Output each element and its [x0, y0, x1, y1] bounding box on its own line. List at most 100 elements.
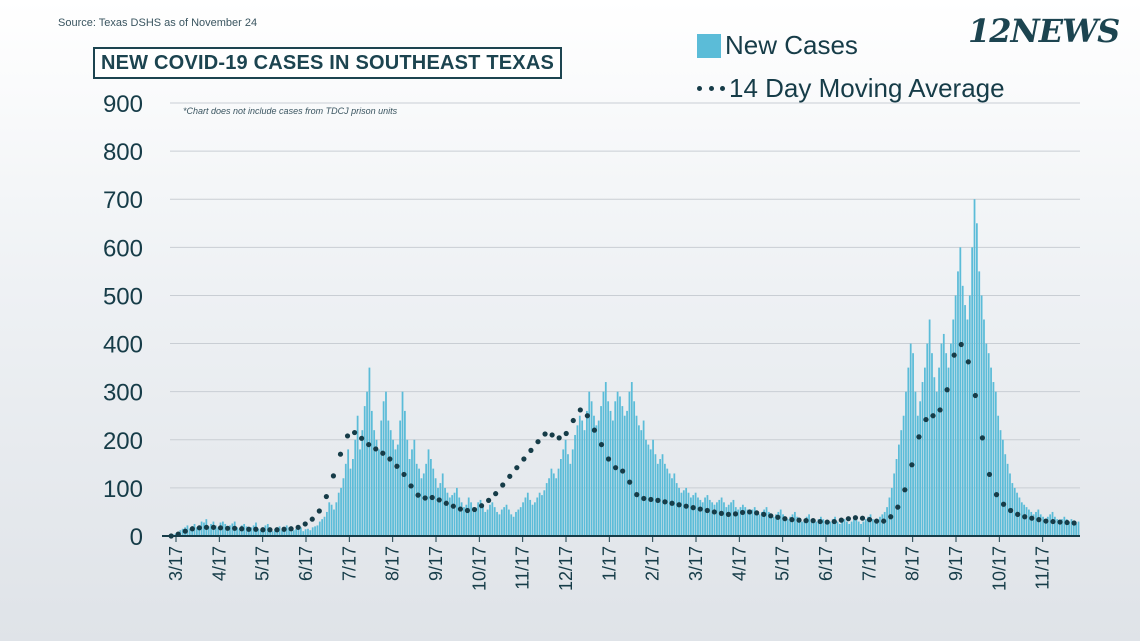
case-bar [574, 434, 576, 536]
case-bar [196, 527, 198, 536]
case-bar [848, 523, 851, 536]
case-bar [940, 343, 943, 536]
bar-layer [170, 199, 1080, 536]
case-bar [564, 439, 567, 536]
moving-average-point [648, 496, 654, 503]
case-bar [300, 527, 302, 536]
case-bar [990, 367, 992, 536]
case-bar [600, 406, 602, 536]
y-tick-label: 900 [103, 91, 143, 118]
case-bar [243, 523, 246, 536]
case-bar [333, 509, 335, 536]
case-bar [394, 449, 397, 536]
case-bar [902, 415, 905, 536]
case-bar [491, 502, 494, 536]
case-bar [997, 415, 1000, 536]
moving-average-point [309, 516, 315, 522]
case-bar [838, 523, 841, 536]
case-bar [1039, 514, 1042, 536]
case-bar [801, 521, 803, 536]
moving-average-point [232, 525, 238, 531]
legend-item-new-cases: New Cases [697, 30, 858, 61]
news-logo: 12NEWS [968, 12, 1120, 50]
case-bar [680, 492, 683, 536]
moving-average-point [690, 505, 696, 511]
case-bar [853, 519, 855, 536]
x-tick-label: 12/17 [556, 546, 576, 591]
case-bar [671, 478, 673, 536]
case-bar [926, 343, 929, 536]
x-tick-label: 3/17 [686, 546, 706, 581]
case-bar [210, 523, 212, 536]
case-bar [344, 463, 347, 536]
case-bar [945, 353, 948, 536]
case-bar [907, 367, 910, 536]
x-tick-label: 10/17 [989, 546, 1009, 591]
moving-average-point [916, 434, 922, 440]
case-bar [1020, 502, 1023, 536]
case-bar [415, 463, 418, 536]
y-tick-label: 500 [103, 283, 143, 310]
moving-average-point [493, 491, 499, 497]
case-bar [1002, 439, 1004, 536]
case-bar [352, 459, 354, 536]
case-bar [616, 391, 619, 536]
case-bar [427, 449, 430, 536]
case-bar [704, 497, 706, 536]
case-bar [822, 519, 825, 536]
case-bar [595, 425, 598, 536]
case-bar [250, 527, 253, 536]
case-bar [1035, 511, 1037, 536]
case-bar [1009, 473, 1011, 536]
case-bar [862, 521, 865, 536]
moving-average-point [556, 435, 562, 441]
case-bar [378, 449, 380, 536]
case-bar [682, 490, 685, 536]
case-bar [876, 519, 879, 536]
moving-average-point [528, 447, 534, 453]
case-bar [626, 410, 628, 536]
legend-dots-swatch [697, 77, 725, 101]
case-bar [1077, 521, 1080, 536]
case-bar [342, 478, 345, 536]
case-bar [1044, 519, 1047, 536]
moving-average-point [380, 450, 386, 456]
case-bar [271, 531, 274, 536]
case-bar [463, 507, 465, 536]
moving-average-point [450, 503, 456, 509]
case-bar [985, 343, 988, 536]
case-bar [855, 516, 858, 536]
case-bar [363, 406, 366, 536]
case-bar [323, 516, 326, 536]
moving-average-point [401, 471, 407, 478]
moving-average-point [612, 465, 619, 471]
case-bar [226, 526, 229, 536]
source-text: Source: Texas DSHS as of November 24 [58, 17, 258, 29]
moving-average-layer [168, 341, 1077, 539]
case-bar [382, 401, 385, 536]
case-bar [942, 333, 945, 536]
case-bar [954, 295, 957, 536]
case-bar [1072, 521, 1075, 536]
legend-item-moving-average: 14 Day Moving Average [697, 73, 1005, 104]
moving-average-point [584, 413, 590, 419]
case-bar [375, 439, 378, 536]
case-bar [916, 415, 919, 536]
case-bar [836, 521, 839, 536]
case-bar [1018, 497, 1021, 536]
case-bar [181, 528, 184, 536]
case-bar [387, 420, 390, 536]
case-bar [248, 528, 250, 536]
moving-average-point [845, 516, 851, 522]
y-tick-label: 100 [103, 476, 143, 503]
case-bar [314, 526, 316, 536]
moving-average-point [676, 502, 682, 508]
case-bar [805, 516, 808, 536]
case-bar [834, 516, 836, 536]
moving-average-point [838, 517, 844, 523]
case-bar [782, 514, 784, 536]
case-bar [763, 509, 766, 536]
case-bar [895, 459, 898, 536]
case-bar [893, 473, 896, 536]
case-bar [846, 521, 848, 536]
